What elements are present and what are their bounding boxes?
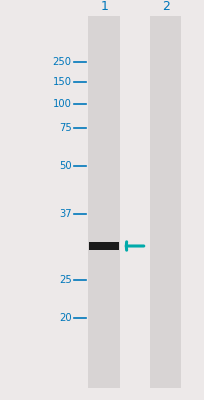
- Text: 75: 75: [59, 123, 71, 133]
- Text: 2: 2: [161, 0, 169, 13]
- Bar: [88, 16, 119, 388]
- Bar: [89, 242, 118, 250]
- Bar: [149, 16, 181, 388]
- Text: 100: 100: [53, 99, 71, 109]
- Text: 20: 20: [59, 313, 71, 323]
- Text: 150: 150: [52, 77, 71, 87]
- Text: 37: 37: [59, 209, 71, 219]
- Text: 250: 250: [52, 57, 71, 67]
- Text: 1: 1: [100, 0, 108, 13]
- Text: 25: 25: [59, 275, 71, 285]
- Text: 50: 50: [59, 161, 71, 171]
